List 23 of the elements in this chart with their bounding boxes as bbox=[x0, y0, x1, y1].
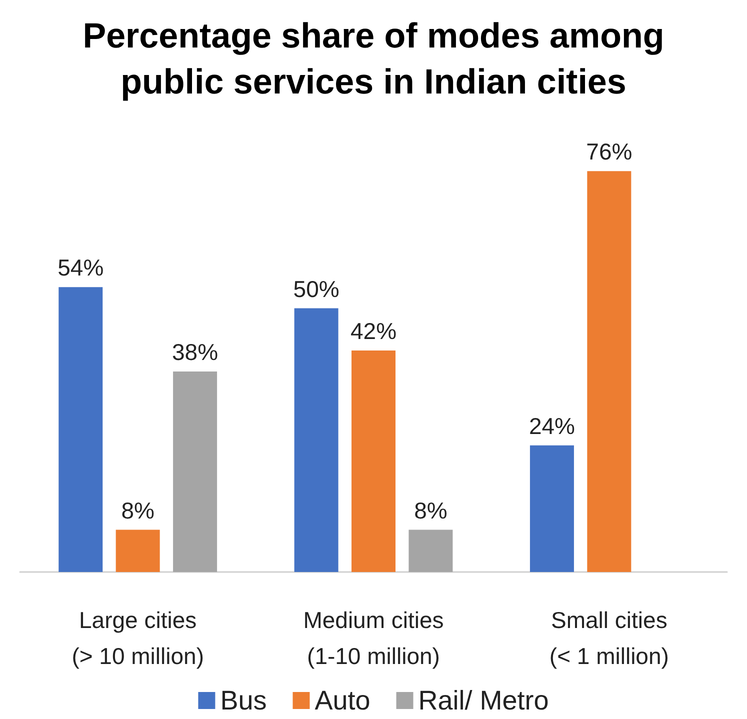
data-label: 54% bbox=[58, 254, 104, 281]
bar bbox=[294, 308, 338, 572]
legend-label: Bus bbox=[220, 686, 267, 716]
legend-label: Rail/ Metro bbox=[418, 686, 549, 716]
x-tick-label: Medium cities (1-10 million) bbox=[303, 607, 444, 669]
bar bbox=[116, 530, 160, 572]
data-label: 38% bbox=[172, 339, 218, 366]
data-label: 42% bbox=[350, 318, 397, 344]
bar bbox=[587, 171, 632, 572]
data-label: 8% bbox=[414, 497, 448, 524]
bar bbox=[58, 287, 103, 572]
data-label: 24% bbox=[528, 412, 575, 439]
bar bbox=[530, 445, 574, 572]
x-tick-label: Large cities (> 10 million) bbox=[72, 607, 204, 669]
bar bbox=[352, 350, 396, 572]
bar bbox=[408, 530, 453, 572]
chart-title: Percentage share of modes among public services in Indian cities bbox=[82, 16, 664, 102]
data-label: 50% bbox=[293, 276, 340, 302]
x-tick-label: Small cities (< 1 million) bbox=[549, 607, 669, 669]
data-label: 76% bbox=[586, 138, 632, 165]
data-label: 8% bbox=[121, 497, 154, 524]
legend-label: Auto bbox=[314, 686, 370, 716]
bar bbox=[173, 372, 218, 572]
